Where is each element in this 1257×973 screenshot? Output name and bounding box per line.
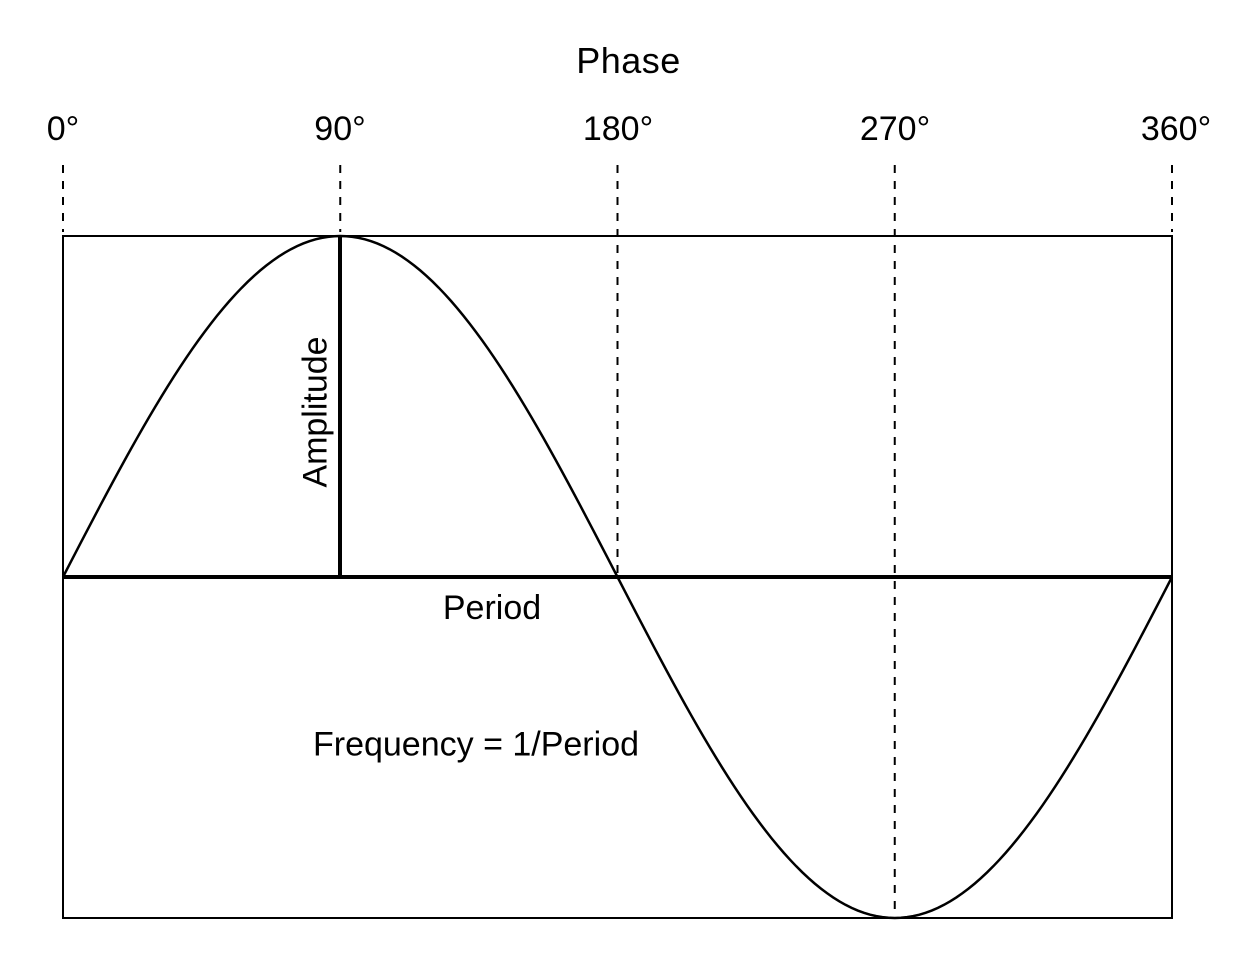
phase-guide-lines: [62, 165, 1173, 915]
amplitude-label: Amplitude: [296, 336, 335, 488]
tick-label-180: 180°: [582, 110, 654, 148]
tick-label-270: 270°: [859, 110, 931, 148]
period-label: Period: [442, 589, 542, 627]
tick-label-0: 0°: [46, 110, 80, 148]
tick-label-90: 90°: [314, 110, 366, 148]
tick-label-360: 360°: [1140, 110, 1212, 148]
frequency-label: Frequency = 1/Period: [312, 725, 640, 764]
sine-curve: [61, 234, 1174, 920]
phase-title: Phase: [576, 40, 681, 81]
